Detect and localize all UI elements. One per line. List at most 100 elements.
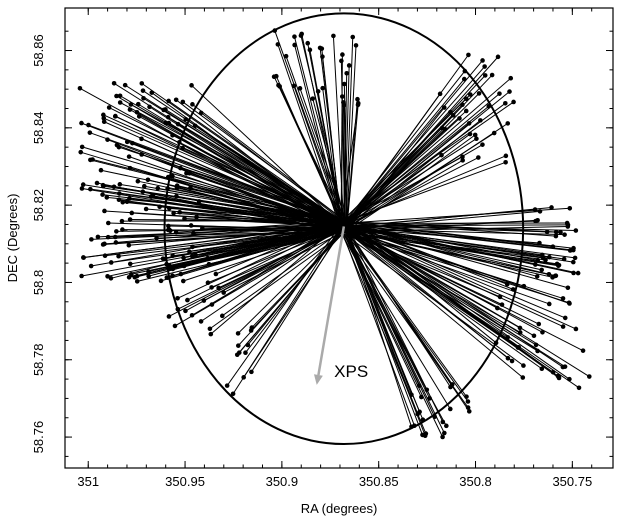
vector-point bbox=[120, 227, 125, 232]
vector-point bbox=[460, 158, 465, 163]
vector-point bbox=[564, 220, 570, 226]
vector-point bbox=[567, 376, 572, 382]
vector-line bbox=[100, 169, 341, 222]
vector-point bbox=[339, 94, 345, 99]
vector-point bbox=[283, 53, 289, 59]
vector-point bbox=[189, 312, 195, 318]
vector-point bbox=[183, 116, 189, 122]
vector-point bbox=[102, 208, 107, 214]
vector-point bbox=[409, 392, 414, 398]
vector-point bbox=[126, 154, 132, 159]
vector-point bbox=[120, 199, 126, 205]
vector-point bbox=[478, 118, 483, 123]
vector-point bbox=[160, 256, 166, 261]
vector-point bbox=[509, 358, 515, 364]
vector-point bbox=[172, 323, 178, 329]
vector-point bbox=[112, 234, 118, 240]
vector-point bbox=[126, 274, 132, 280]
vector-point bbox=[190, 244, 195, 250]
vector-line bbox=[207, 225, 347, 259]
vector-point bbox=[476, 91, 482, 96]
vector-point bbox=[576, 385, 582, 391]
vector-line bbox=[167, 187, 347, 223]
vector-line bbox=[83, 184, 345, 228]
vector-line bbox=[221, 228, 345, 317]
vector-line bbox=[237, 230, 343, 334]
vector-line bbox=[342, 222, 426, 436]
vector-point bbox=[539, 267, 545, 273]
vector-line bbox=[119, 95, 345, 228]
vector-line bbox=[345, 222, 508, 285]
vector-point bbox=[339, 58, 344, 64]
vector-point bbox=[213, 271, 219, 277]
vector-point bbox=[89, 237, 94, 242]
vector-point bbox=[460, 102, 465, 108]
vector-point bbox=[105, 274, 110, 279]
vector-point bbox=[116, 253, 121, 259]
vector-line bbox=[342, 227, 524, 378]
vector-line bbox=[340, 207, 570, 225]
vector-point bbox=[460, 154, 465, 160]
vector-line bbox=[342, 91, 510, 228]
x-tick-label: 350.75 bbox=[552, 474, 592, 489]
vector-point bbox=[165, 114, 171, 120]
vector-line bbox=[278, 85, 346, 231]
vector-point bbox=[346, 63, 352, 68]
vector-line bbox=[343, 156, 463, 223]
vector-point bbox=[537, 209, 543, 214]
vector-line bbox=[250, 229, 342, 373]
vector-point bbox=[90, 157, 95, 162]
vector-point bbox=[170, 266, 176, 272]
vector-point bbox=[341, 100, 346, 105]
vector-line bbox=[89, 132, 348, 226]
vector-point bbox=[422, 433, 428, 439]
xps-arrow bbox=[317, 226, 346, 376]
vector-point bbox=[520, 375, 526, 380]
xps-annotation: XPS bbox=[334, 362, 368, 381]
vector-point bbox=[112, 114, 118, 119]
vector-point bbox=[540, 255, 546, 261]
vector-point bbox=[154, 235, 159, 241]
vector-point bbox=[448, 406, 453, 412]
vector-line bbox=[200, 223, 345, 322]
vector-point bbox=[558, 229, 563, 235]
vector-line bbox=[341, 222, 577, 330]
vector-line bbox=[115, 224, 346, 238]
vector-point bbox=[495, 305, 500, 311]
vector-point bbox=[546, 271, 552, 277]
vector-point bbox=[463, 108, 469, 114]
vector-point bbox=[534, 274, 540, 279]
vector-line bbox=[343, 75, 486, 226]
vector-point bbox=[310, 96, 316, 101]
vector-point bbox=[147, 104, 152, 110]
vector-line bbox=[223, 231, 345, 294]
vector-point bbox=[100, 192, 105, 197]
vector-point bbox=[467, 92, 473, 97]
y-tick-label: 58.86 bbox=[31, 34, 46, 67]
vector-point bbox=[441, 105, 447, 110]
vector-point bbox=[236, 350, 242, 355]
vector-point bbox=[567, 206, 573, 211]
vector-point bbox=[560, 324, 566, 329]
vector-line bbox=[342, 102, 347, 227]
vector-point bbox=[466, 121, 472, 126]
vector-point bbox=[135, 178, 141, 184]
vector-point bbox=[580, 348, 586, 353]
vector-point bbox=[505, 355, 511, 361]
vector-line bbox=[341, 96, 343, 222]
vector-line bbox=[340, 104, 359, 225]
vector-point bbox=[86, 122, 91, 128]
vector-line bbox=[79, 87, 341, 233]
vector-point bbox=[140, 88, 146, 93]
vector-line bbox=[341, 224, 423, 436]
vector-point bbox=[482, 64, 487, 69]
vector-point bbox=[111, 184, 117, 190]
vector-point bbox=[146, 273, 151, 279]
vector-point bbox=[206, 261, 212, 267]
vector-point bbox=[575, 270, 581, 276]
vector-point bbox=[98, 167, 104, 173]
vector-point bbox=[560, 296, 566, 301]
vector-point bbox=[95, 234, 101, 240]
x-tick-label: 350.8 bbox=[459, 474, 492, 489]
vector-line bbox=[168, 226, 344, 317]
